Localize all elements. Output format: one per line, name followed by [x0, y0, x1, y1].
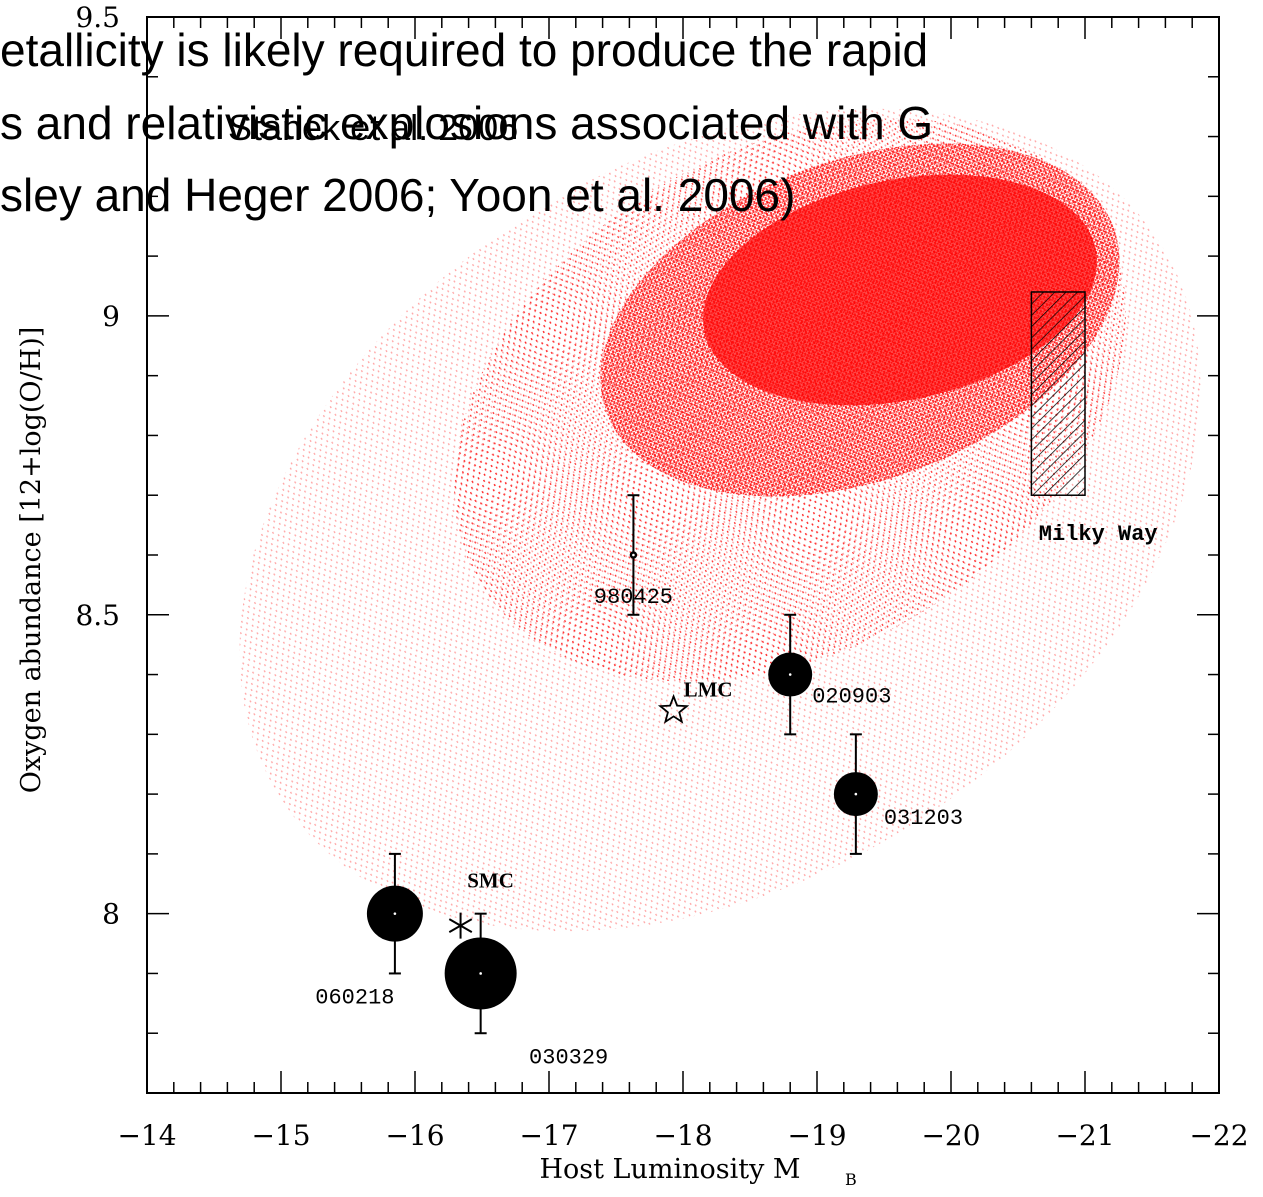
galaxy-cloud [239, 108, 1201, 932]
x-axis-label: Host Luminosity M [539, 1154, 800, 1185]
grb-center [854, 792, 858, 796]
y-tick-label: 9.5 [75, 1, 120, 34]
grb-center [632, 553, 635, 557]
overlay-line: sley and Heger 2006; Yoon et al. 2006) [0, 169, 795, 221]
grb-label: 060218 [315, 986, 394, 1011]
x-tick-label: −21 [1055, 1119, 1114, 1152]
reference-label: SMC [467, 869, 514, 893]
x-tick-label: −16 [385, 1119, 444, 1152]
milky-way-range [1030, 291, 1086, 496]
y-tick-label: 8.5 [75, 599, 120, 632]
y-tick-label: 9 [102, 300, 120, 333]
lmc-marker [657, 693, 690, 724]
overlay-line: etallicity is likely required to produce… [0, 24, 928, 76]
x-tick-label: −15 [251, 1119, 310, 1152]
smc-stroke [448, 918, 473, 933]
smc-marker [448, 912, 473, 939]
grb-center [479, 972, 482, 975]
grb-center [788, 673, 792, 676]
citation: Stanek et al. 2006 [228, 107, 518, 148]
grb-label: 030329 [529, 1045, 608, 1070]
x-tick-label: −17 [519, 1119, 578, 1152]
x-tick-label: −22 [1189, 1119, 1248, 1152]
grb-label: 020903 [812, 685, 891, 710]
x-axis-label-subscript: B [845, 1170, 857, 1189]
x-tick-label: −18 [653, 1119, 712, 1152]
overlay-line: s and relativistic explosions associated… [0, 97, 933, 149]
y-tick-label: 8 [102, 898, 120, 931]
y-axis-label: Oxygen abundance [12+log(O/H)] [16, 327, 47, 794]
grb-label: 980425 [594, 585, 673, 610]
x-tick-label: −14 [117, 1119, 176, 1152]
grb-label: 031203 [884, 806, 963, 831]
reference-label: LMC [684, 677, 733, 701]
grb-center [393, 912, 397, 915]
milky-way-label: Milky Way [1039, 522, 1158, 547]
x-tick-label: −19 [787, 1119, 846, 1152]
x-tick-label: −20 [921, 1119, 980, 1152]
